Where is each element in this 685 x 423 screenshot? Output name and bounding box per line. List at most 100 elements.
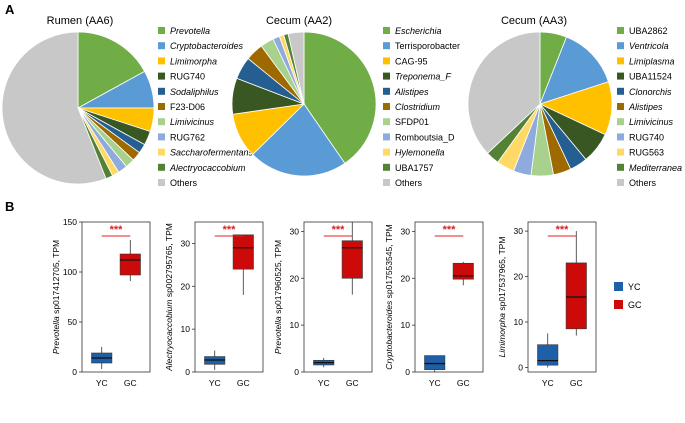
legend-swatch — [383, 103, 390, 110]
legend-swatch — [158, 42, 165, 50]
legend-swatch — [617, 148, 624, 156]
legend-label: Limivicinus — [629, 117, 674, 127]
legend-swatch — [383, 118, 390, 126]
x-tick-label: GC — [124, 378, 137, 388]
box-iqr — [565, 262, 587, 330]
plot-frame — [303, 221, 373, 373]
legend-label: Others — [629, 178, 657, 188]
significance-stars: *** — [443, 224, 457, 236]
legend-swatch — [158, 103, 165, 110]
x-tick-label: GC — [570, 378, 583, 388]
box-iqr — [452, 262, 474, 280]
legend-swatch-gc — [614, 300, 623, 309]
pie-slice-prevotella — [77, 31, 146, 109]
pie-slice-terrisporobacter — [252, 103, 346, 177]
significance-stars: *** — [223, 224, 237, 236]
legend-label: Mediterranea — [629, 163, 682, 173]
pie-charts-group: Rumen (AA6) Prevotella Cryptobacteroides Li… — [1, 15, 682, 188]
box-iqr — [424, 355, 446, 370]
x-tick-label: YC — [96, 378, 108, 388]
pie-slice-others — [1, 31, 107, 185]
legend-swatch — [383, 42, 390, 50]
legend-label: RUG762 — [170, 132, 205, 142]
legend-label: Cryptobacteroides — [170, 41, 244, 51]
legend-swatch — [617, 87, 624, 95]
plot-frame — [527, 221, 597, 373]
box-plot-1: 0 50 100 150 Prevotella sp017412705, TPM YC GC… — [51, 217, 151, 388]
legend-label-gc: GC — [628, 300, 642, 310]
pie-chart-1: Rumen (AA6) Prevotella Cryptobacteroides Li… — [1, 15, 254, 188]
legend-label: UBA11524 — [629, 72, 672, 82]
legend-swatch — [383, 133, 390, 141]
legend-label: Others — [395, 178, 423, 188]
legend-swatch — [158, 27, 165, 34]
legend-swatch — [158, 179, 165, 186]
legend-label: Clonorchis — [629, 87, 672, 97]
y-tick-label: 30 — [181, 238, 191, 248]
box-yc — [537, 333, 559, 368]
box-iqr — [537, 344, 559, 366]
y-tick-label: 20 — [290, 273, 300, 283]
legend-label: Limimorpha — [170, 56, 217, 66]
box-gc — [119, 240, 141, 281]
legend-swatch — [158, 57, 165, 65]
legend-label: RUG740 — [629, 132, 664, 142]
box-iqr — [232, 234, 254, 270]
box-gc — [565, 231, 587, 336]
legend-swatch — [158, 133, 165, 141]
legend-swatch — [617, 133, 624, 141]
y-tick-label: 0 — [518, 362, 523, 372]
legend-swatch — [617, 163, 624, 171]
significance-stars: *** — [332, 224, 346, 236]
pie-slice-escherichia — [303, 31, 377, 164]
y-tick-label: 100 — [63, 267, 77, 277]
box-plot-5: 0 10 20 30 Limimorpha sp017537965, TPM YC GC **… — [497, 221, 597, 388]
legend-label-yc: YC — [628, 282, 641, 292]
y-axis-label: Alectryocaccobium sp002795765, TPM — [164, 223, 174, 372]
legend-swatch — [383, 87, 390, 95]
plot-frame — [194, 221, 264, 373]
pie-slice-others — [467, 31, 541, 154]
legend-swatch — [383, 148, 390, 156]
legend-swatch — [383, 27, 390, 34]
pie-slice-others — [287, 31, 305, 105]
legend-swatch — [158, 72, 165, 80]
box-plot-2: 0 10 20 30 Alectryocaccobium sp002795765, TP… — [164, 221, 264, 388]
legend-label: Terrisporobacter — [395, 41, 460, 51]
y-tick-label: 10 — [514, 317, 524, 327]
legend-label: CAG-95 — [395, 56, 428, 66]
legend-label: Saccharofermentans — [170, 148, 254, 158]
y-tick-label: 0 — [405, 367, 410, 377]
legend-label: RUG740 — [170, 72, 205, 82]
y-axis-label: Cryptobacteroides sp017553545, TPM — [384, 224, 394, 369]
box-plot-4: 0 10 20 30 Cryptobacteroides sp017553545, TP… — [384, 221, 484, 388]
legend-swatch — [617, 103, 624, 110]
box-iqr — [341, 240, 363, 279]
y-tick-label: 30 — [401, 226, 411, 236]
legend-label: Hylemonella — [395, 148, 445, 158]
legend-label: Sodaliphilus — [170, 87, 219, 97]
legend-swatch — [617, 27, 624, 34]
panel-label-b: B — [5, 199, 14, 214]
box-yc — [91, 347, 113, 369]
pie-title: Rumen (AA6) — [47, 15, 114, 27]
legend-label: Alistipes — [394, 87, 429, 97]
legend-swatch-yc — [614, 282, 623, 291]
box-gc — [341, 222, 363, 295]
legend-swatch — [617, 118, 624, 126]
x-tick-label: YC — [429, 378, 441, 388]
box-yc — [424, 355, 446, 372]
y-tick-label: 150 — [63, 217, 77, 227]
y-tick-label: 30 — [514, 226, 524, 236]
y-tick-label: 0 — [185, 367, 190, 377]
legend-label: UBA2862 — [629, 26, 668, 36]
legend-swatch — [383, 163, 390, 171]
box-plot-3: 0 10 20 30 Prevotella sp017960525, TPM YC GC **… — [273, 221, 373, 388]
group-legend: YC GC — [614, 282, 642, 310]
legend-label: Others — [170, 178, 198, 188]
plot-frame — [414, 221, 484, 373]
legend-label: F23-D06 — [170, 102, 205, 112]
legend-swatch — [158, 87, 165, 95]
